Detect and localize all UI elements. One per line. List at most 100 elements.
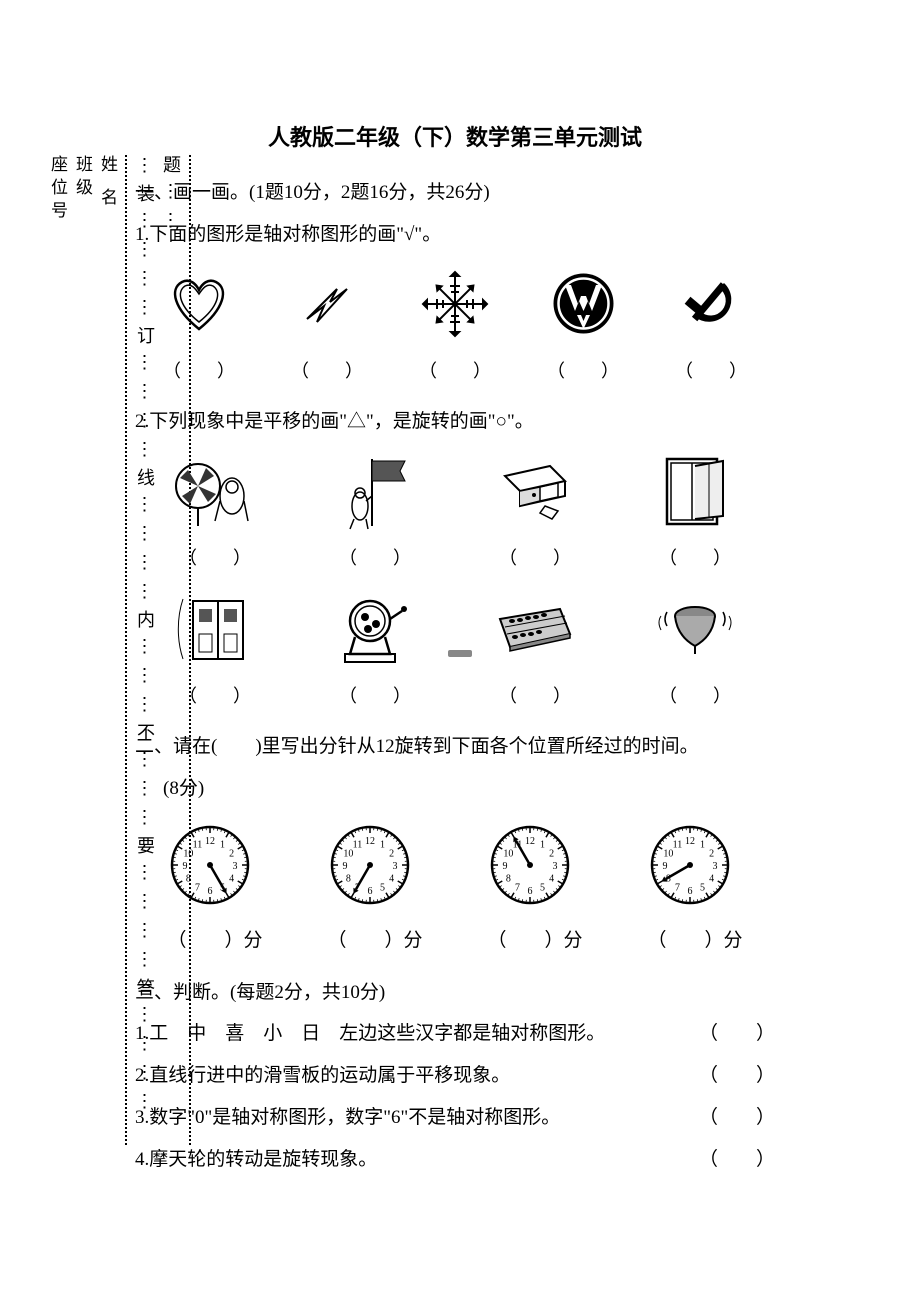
svg-text:9: 9 <box>343 861 348 872</box>
svg-text:7: 7 <box>675 882 680 893</box>
clock-row: 123456789101112 123456789101112 12345678… <box>135 820 775 910</box>
svg-text:2: 2 <box>229 848 234 859</box>
svg-text:9: 9 <box>503 861 508 872</box>
svg-text:3: 3 <box>713 861 718 872</box>
q2-blank-5[interactable]: （ ） <box>170 677 260 717</box>
section3-heading: 三、判断。(每题2分，共10分) <box>135 972 775 1014</box>
svg-text:2: 2 <box>389 848 394 859</box>
svg-text:8: 8 <box>346 873 351 884</box>
judge-1-blank[interactable]: （ ） <box>699 1013 775 1055</box>
section-1: 一、画一画。(1题10分，2题16分，共26分) 1.下面的图形是轴对称图形的画… <box>135 172 775 716</box>
svg-text:4: 4 <box>389 873 394 884</box>
judge-2: 2.直线行进中的滑雪板的运动属于平移现象。 （ ） <box>135 1055 775 1097</box>
judge-3-text: 3.数字"0"是轴对称图形，数字"6"不是轴对称图形。 <box>135 1097 560 1139</box>
svg-text:12: 12 <box>525 836 535 847</box>
svg-text:3: 3 <box>233 861 238 872</box>
window-icon <box>650 451 740 531</box>
svg-text:5: 5 <box>540 882 545 893</box>
label-name: 姓 名 <box>95 155 120 1145</box>
svg-text:6: 6 <box>688 886 693 897</box>
label-class: 班级 <box>70 155 95 1145</box>
q2-blank-4[interactable]: （ ） <box>650 539 740 579</box>
section-2: 二、请在( )里写出分针从12旋转到下面各个位置所经过的时间。 (8分) 123… <box>135 726 775 961</box>
q2-row1 <box>135 451 775 531</box>
elevator-icon <box>170 589 260 669</box>
svg-text:11: 11 <box>673 839 683 850</box>
svg-text:11: 11 <box>353 839 363 850</box>
svg-text:12: 12 <box>365 836 375 847</box>
q2-blank-8[interactable]: （ ） <box>650 677 740 717</box>
q2-blank-3[interactable]: （ ） <box>490 539 580 579</box>
judge-2-blank[interactable]: （ ） <box>699 1055 775 1097</box>
judge-3: 3.数字"0"是轴对称图形，数字"6"不是轴对称图形。 （ ） <box>135 1097 775 1139</box>
clock-2: 123456789101112 <box>325 820 425 910</box>
svg-text:6: 6 <box>208 886 213 897</box>
svg-text:12: 12 <box>685 836 695 847</box>
binding-margin: 姓 名 班级 座位号 ⋮装⋮⋮⋮⋮订⋮⋮⋮⋮线⋮⋮⋮⋮内⋮⋮⋮不⋮⋮⋮要⋮⋮⋮⋮… <box>45 155 115 1145</box>
judge-4-text: 4.摩天轮的转动是旋转现象。 <box>135 1139 377 1181</box>
vw-logo-icon <box>538 264 628 344</box>
clock-3: 123456789101112 <box>485 820 585 910</box>
flag-icon <box>330 451 420 531</box>
clock-blank-1[interactable]: （ ）分 <box>165 920 265 962</box>
svg-text:7: 7 <box>515 882 520 893</box>
q1-shapes-row <box>135 264 775 344</box>
judge-2-text: 2.直线行进中的滑雪板的运动属于平移现象。 <box>135 1055 510 1097</box>
judge-4-blank[interactable]: （ ） <box>699 1139 775 1181</box>
abacus-icon <box>490 589 580 669</box>
judge-4: 4.摩天轮的转动是旋转现象。 （ ） <box>135 1139 775 1181</box>
svg-text:1: 1 <box>540 839 545 850</box>
svg-text:12: 12 <box>205 836 215 847</box>
svg-text:4: 4 <box>709 873 714 884</box>
q1-blank-3[interactable]: （ ） <box>410 352 500 392</box>
q1-answer-row: （ ） （ ） （ ） （ ） （ ） <box>135 352 775 392</box>
judge-1: 1.工 中 喜 小 日 左边这些汉字都是轴对称图形。 （ ） <box>135 1013 775 1055</box>
svg-text:5: 5 <box>700 882 705 893</box>
snowflake-icon <box>410 264 500 344</box>
svg-text:4: 4 <box>229 873 234 884</box>
dotted-line-left <box>125 155 127 1145</box>
section2-heading: 二、请在( )里写出分针从12旋转到下面各个位置所经过的时间。 <box>135 726 775 768</box>
svg-text:3: 3 <box>393 861 398 872</box>
svg-text:2: 2 <box>709 848 714 859</box>
label-seat: 座位号 <box>45 155 70 1145</box>
spinning-top-icon <box>650 589 740 669</box>
judge-1-text: 1.工 中 喜 小 日 左边这些汉字都是轴对称图形。 <box>135 1013 605 1055</box>
svg-text:5: 5 <box>380 882 385 893</box>
section-3: 三、判断。(每题2分，共10分) 1.工 中 喜 小 日 左边这些汉字都是轴对称… <box>135 972 775 1181</box>
q2-text: 2.下列现象中是平移的画"△"，是旋转的画"○"。 <box>135 401 775 443</box>
q1-text: 1.下面的图形是轴对称图形的画"√"。 <box>135 214 775 256</box>
q1-blank-2[interactable]: （ ） <box>282 352 372 392</box>
q2-blank-6[interactable]: （ ） <box>330 677 420 717</box>
hammer-sickle-icon <box>666 264 756 344</box>
q1-blank-5[interactable]: （ ） <box>666 352 756 392</box>
sidebar-labels: 姓 名 班级 座位号 <box>45 155 120 1145</box>
lightning-icon <box>282 264 372 344</box>
q2-answer-row2: （ ） （ ） （ ） （ ） <box>135 677 775 717</box>
svg-text:8: 8 <box>506 873 511 884</box>
svg-text:7: 7 <box>195 882 200 893</box>
page-title: 人教版二年级（下）数学第三单元测试 <box>135 120 775 152</box>
clock-blank-3[interactable]: （ ）分 <box>485 920 585 962</box>
q1-blank-1[interactable]: （ ） <box>154 352 244 392</box>
q2-blank-1[interactable]: （ ） <box>170 539 260 579</box>
svg-text:1: 1 <box>380 839 385 850</box>
svg-text:11: 11 <box>193 839 203 850</box>
judge-3-blank[interactable]: （ ） <box>699 1097 775 1139</box>
q2-blank-2[interactable]: （ ） <box>330 539 420 579</box>
page-marker <box>448 650 472 657</box>
q2-blank-7[interactable]: （ ） <box>490 677 580 717</box>
clock-answer-row: （ ）分 （ ）分 （ ）分 （ ）分 <box>135 920 775 962</box>
section1-heading: 一、画一画。(1题10分，2题16分，共26分) <box>135 172 775 214</box>
svg-text:1: 1 <box>700 839 705 850</box>
section2-points: (8分) <box>163 768 775 810</box>
svg-text:9: 9 <box>663 861 668 872</box>
clock-blank-2[interactable]: （ ）分 <box>325 920 425 962</box>
svg-text:6: 6 <box>528 886 533 897</box>
heart-icon <box>154 264 244 344</box>
svg-text:6: 6 <box>368 886 373 897</box>
q1-blank-4[interactable]: （ ） <box>538 352 628 392</box>
clock-blank-4[interactable]: （ ）分 <box>645 920 745 962</box>
svg-text:4: 4 <box>549 873 554 884</box>
svg-text:8: 8 <box>186 873 191 884</box>
